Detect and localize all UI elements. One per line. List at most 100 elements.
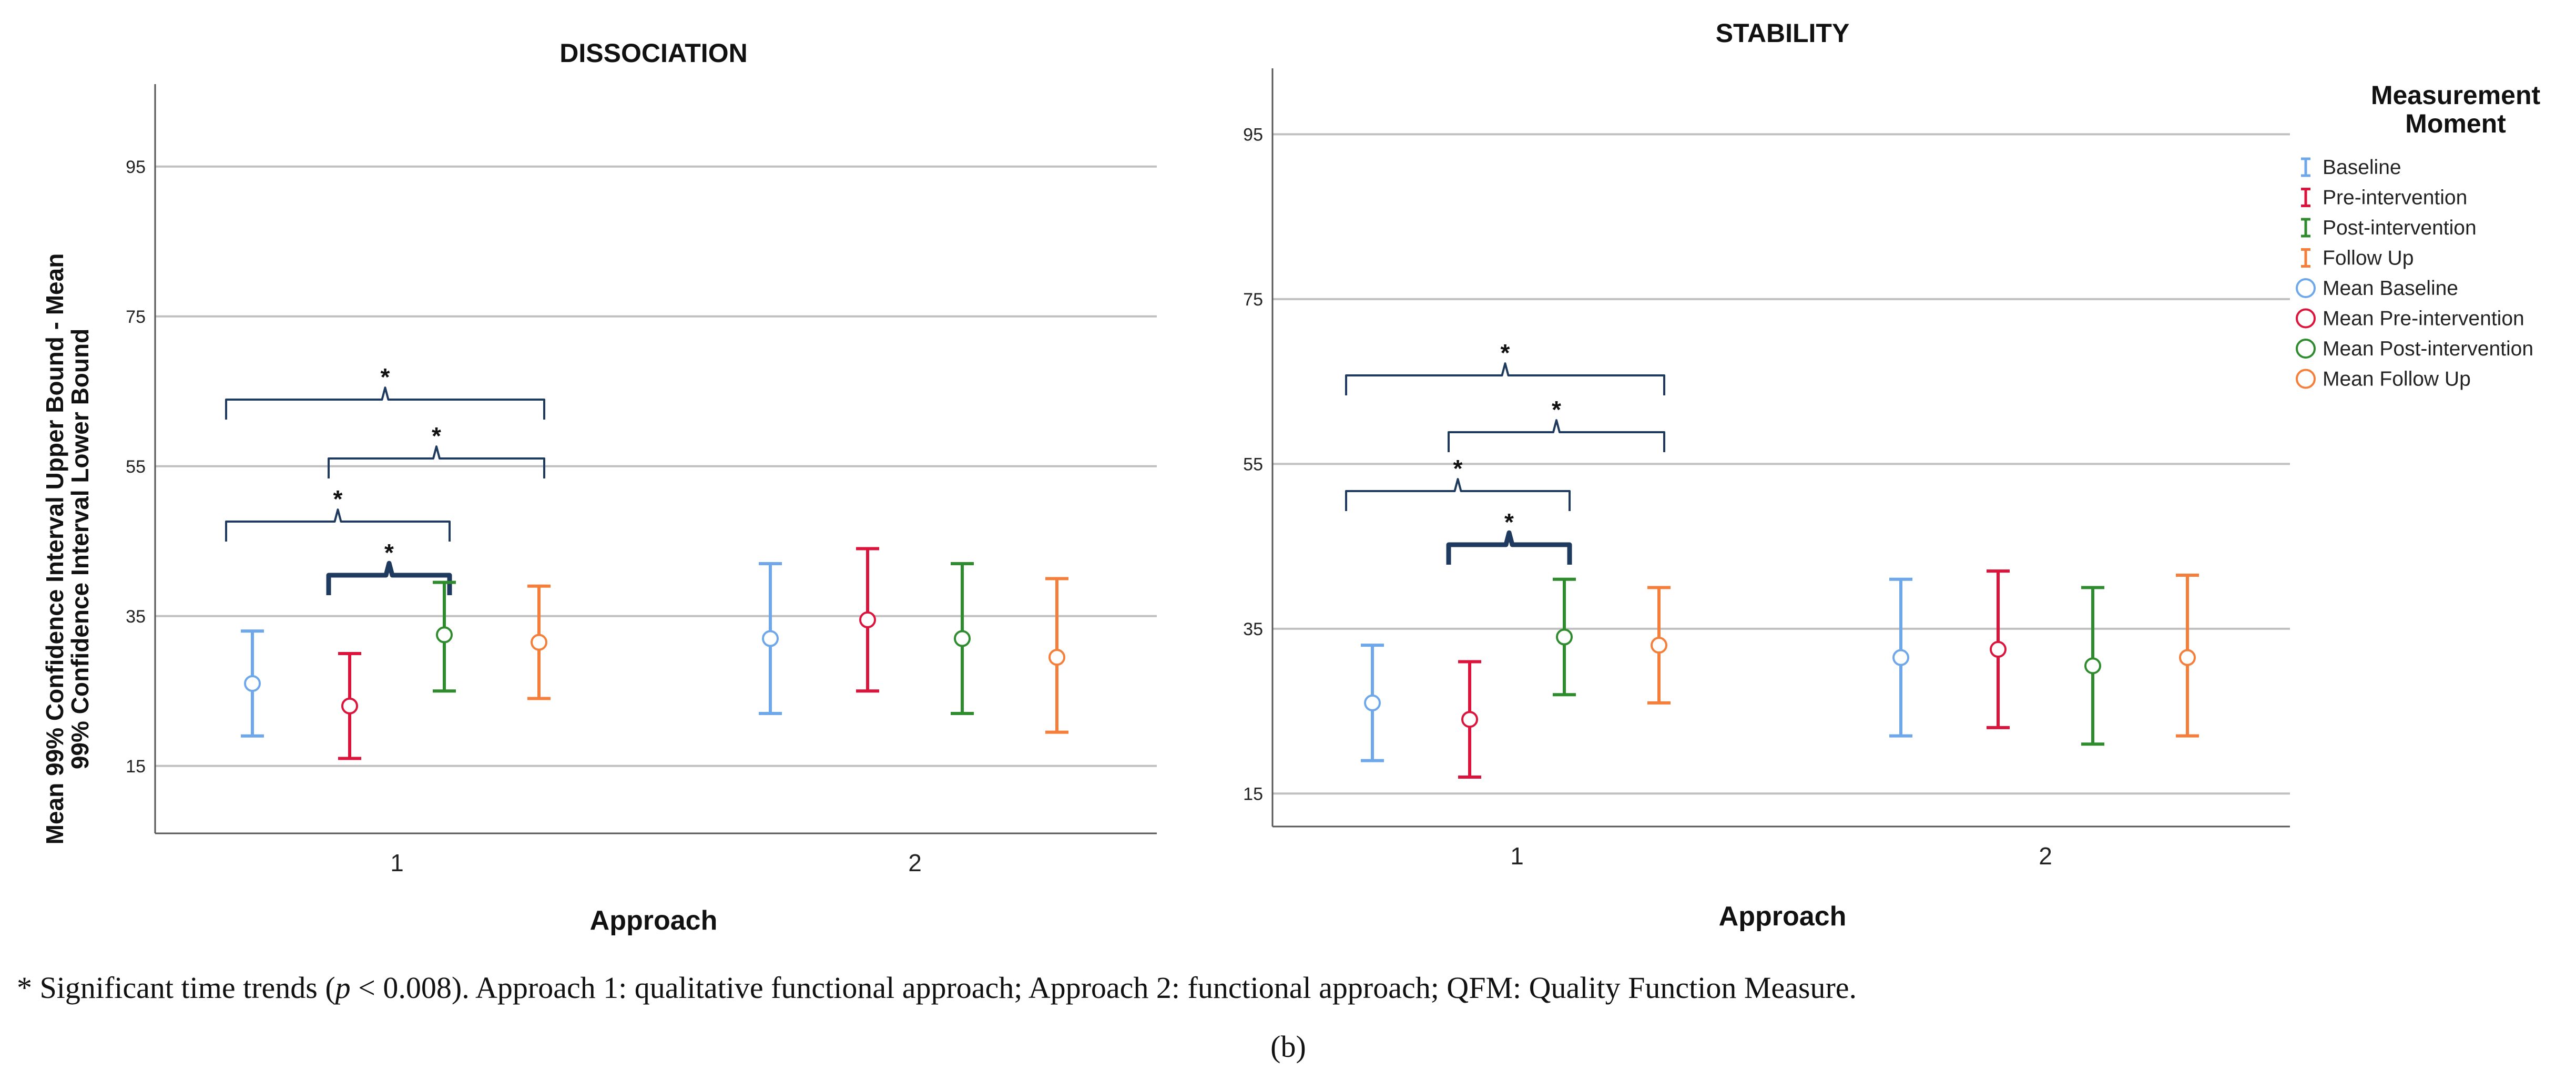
significance-star: *: [1453, 455, 1463, 482]
significance-star: *: [1501, 339, 1510, 366]
mean-marker: [954, 630, 971, 647]
significance-star: *: [333, 485, 343, 513]
legend-item-post-intervention: Post-intervention: [2301, 217, 2477, 239]
legend-item-mean-follow-up: Mean Follow Up: [2296, 368, 2471, 391]
legend-circle-icon: [2296, 278, 2316, 298]
mean-marker: [436, 626, 453, 644]
error-bar-post-intervention-approach-1: [1553, 577, 1576, 697]
significance-bracket: [1448, 419, 1665, 452]
y-tick-label: 35: [1243, 619, 1263, 639]
significance-bracket: [225, 386, 545, 420]
y-tick-label: 95: [126, 157, 146, 177]
legend-item-mean-baseline: Mean Baseline: [2296, 277, 2458, 300]
error-bar-follow-up-approach-1: [1647, 586, 1671, 705]
y-tick-labels: 15 35 55 75 95: [126, 157, 146, 777]
legend-label: Mean Pre-intervention: [2323, 308, 2524, 330]
y-tick-label: 15: [126, 757, 146, 777]
panel-label: (b): [1270, 1029, 1306, 1064]
chart-title-stability: STABILITY: [1716, 18, 1850, 48]
significance-star: *: [1552, 396, 1561, 423]
legend-label: Post-intervention: [2323, 217, 2477, 239]
x-tick-label: 2: [908, 849, 922, 876]
mean-marker: [1364, 694, 1381, 711]
error-bars: [241, 547, 1068, 760]
legend-label: Mean Follow Up: [2323, 368, 2471, 391]
mean-marker: [1048, 649, 1065, 666]
significance-brackets: * * * *: [1345, 339, 1665, 565]
significance-star: *: [384, 539, 394, 566]
mean-marker: [2179, 649, 2196, 666]
legend-item-baseline: Baseline: [2301, 156, 2401, 179]
x-tick-label: 1: [390, 849, 404, 876]
caption-start: * Significant time trends (: [17, 971, 335, 1005]
y-tick-label: 95: [1243, 125, 1263, 145]
legend-circle-icon: [2296, 369, 2316, 389]
grid-lines: [155, 165, 1157, 767]
legend-label: Baseline: [2323, 156, 2401, 179]
y-tick-labels: 15 35 55 75 95: [1243, 125, 1263, 804]
grid-lines: [1272, 133, 2290, 795]
legend-circle-icon: [2296, 339, 2316, 359]
legend-label: Follow Up: [2323, 247, 2414, 270]
figure-caption: * Significant time trends (p < 0.008). A…: [17, 971, 1857, 1005]
y-axis-label-line-2: 99% Confidence Interval Lower Bound: [66, 329, 94, 769]
mean-marker: [1556, 628, 1573, 646]
error-bar-pre-intervention-approach-1: [1458, 660, 1481, 779]
error-bar-post-intervention-approach-1: [433, 580, 456, 693]
axes: [1271, 68, 2290, 828]
mean-marker: [531, 634, 547, 651]
mean-marker: [1461, 711, 1478, 728]
significance-brackets: * * * *: [225, 363, 545, 595]
mean-marker: [762, 630, 779, 647]
significance-bracket: [225, 508, 451, 542]
legend: Measurement Moment Baseline Pre-intervent…: [2296, 80, 2541, 391]
error-bar-post-intervention-approach-2: [2081, 586, 2104, 746]
legend-label: Pre-intervention: [2323, 187, 2467, 209]
legend-title-line-1: Measurement: [2371, 80, 2541, 110]
legend-items: Baseline Pre-intervention Post-interventio…: [2296, 156, 2533, 391]
mean-marker: [859, 611, 876, 628]
error-bar-baseline-approach-1: [1361, 644, 1384, 762]
significance-bracket: [1345, 362, 1665, 395]
y-tick-label: 15: [1243, 784, 1263, 804]
legend-item-pre-intervention: Pre-intervention: [2301, 187, 2467, 209]
significance-bracket: [1446, 530, 1572, 565]
y-tick-label: 35: [126, 607, 146, 627]
error-bar-pre-intervention-approach-2: [1987, 569, 2010, 729]
error-bar-pre-intervention-approach-1: [338, 652, 361, 760]
legend-label: Mean Baseline: [2323, 277, 2458, 300]
significance-bracket: [1345, 478, 1571, 511]
error-bar-baseline-approach-1: [241, 629, 264, 738]
x-axis-label-dissociation: Approach: [590, 905, 718, 936]
x-axis-label-stability: Approach: [1719, 901, 1847, 932]
error-bar-post-intervention-approach-2: [951, 562, 974, 715]
y-tick-label: 75: [1243, 290, 1263, 310]
mean-marker: [244, 675, 261, 692]
y-tick-label: 75: [126, 307, 146, 327]
significance-bracket: [328, 445, 545, 478]
y-axis-label-line-1: Mean 99% Confidence Interval Upper Bound…: [41, 253, 68, 845]
error-bar-follow-up-approach-2: [1045, 577, 1068, 734]
legend-title-line-2: Moment: [2405, 109, 2506, 138]
significance-star: *: [432, 422, 441, 450]
legend-circle-icon: [2296, 308, 2316, 329]
error-bars: [1361, 569, 2199, 779]
caption-end: < 0.008). Approach 1: qualitative functi…: [351, 971, 1857, 1005]
x-tick-label: 2: [2039, 842, 2052, 870]
mean-marker: [1651, 637, 1667, 654]
error-bar-pre-intervention-approach-2: [856, 547, 879, 693]
mean-marker: [1990, 641, 2007, 658]
legend-item-mean-pre-intervention: Mean Pre-intervention: [2296, 308, 2524, 330]
mean-marker: [341, 697, 358, 715]
legend-item-follow-up: Follow Up: [2301, 247, 2414, 270]
error-bar-follow-up-approach-2: [2176, 573, 2199, 738]
error-bar-follow-up-approach-1: [527, 584, 551, 700]
significance-star: *: [1504, 508, 1514, 536]
significance-bracket: [326, 560, 452, 595]
mean-marker: [1892, 649, 1909, 666]
